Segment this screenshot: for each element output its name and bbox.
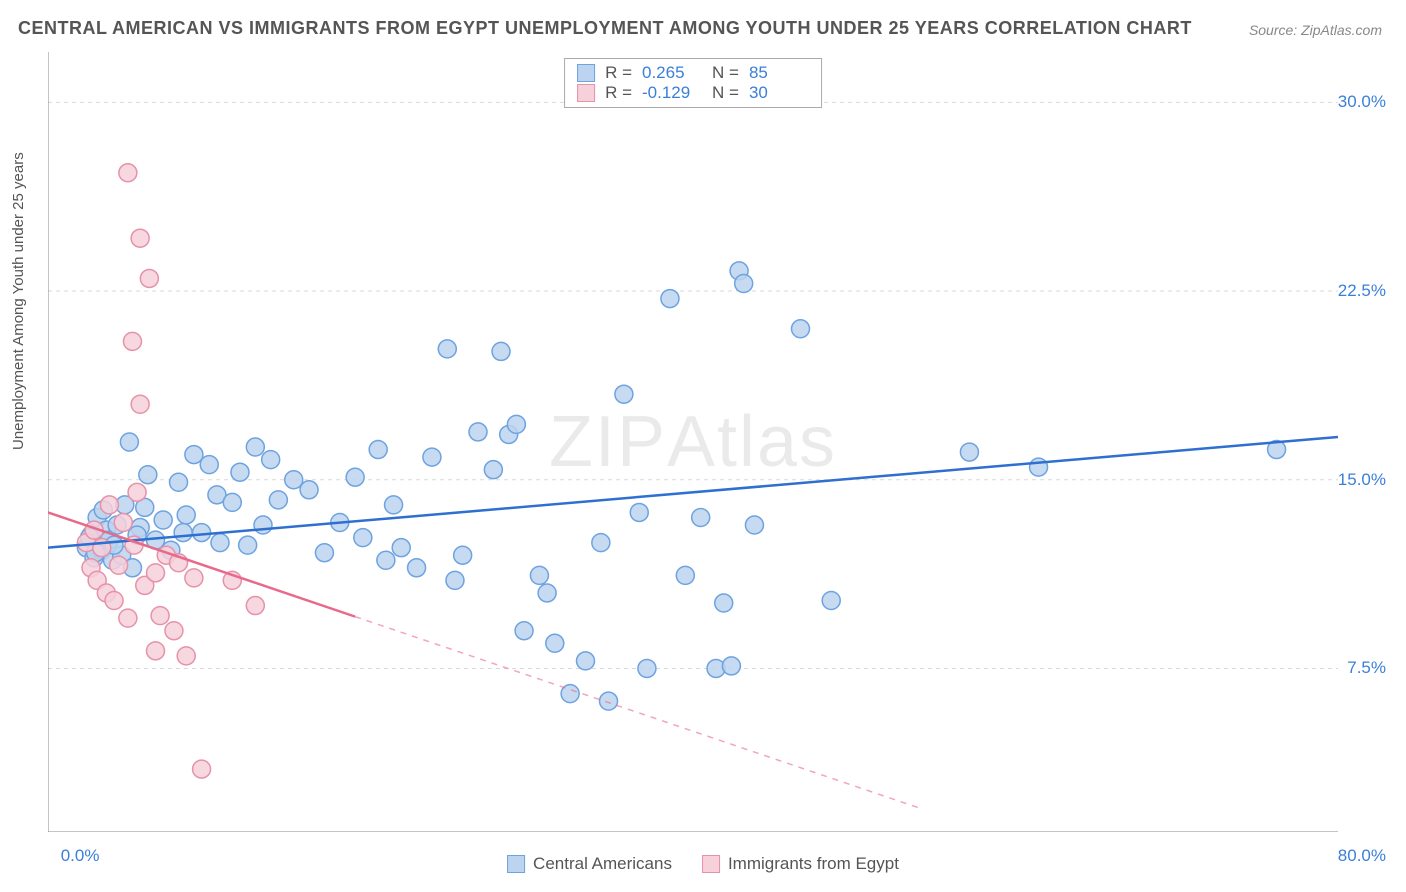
stats-n-value: 85 <box>749 63 809 83</box>
stats-r-value: -0.129 <box>642 83 702 103</box>
chart-title: CENTRAL AMERICAN VS IMMIGRANTS FROM EGYP… <box>18 18 1192 39</box>
y-tick-label: 7.5% <box>1347 658 1386 678</box>
y-tick-label: 22.5% <box>1338 281 1386 301</box>
legend-item: Central Americans <box>507 854 672 874</box>
stats-swatch <box>577 84 595 102</box>
bottom-legend: Central Americans Immigrants from Egypt <box>507 854 899 874</box>
chart-plot-area: ZIPAtlas R =0.265N =85R =-0.129N =30 <box>48 52 1338 832</box>
stats-row: R = 0.265 N = 85 <box>577 63 809 83</box>
stats-swatch <box>577 64 595 82</box>
legend-swatch <box>702 855 720 873</box>
stats-n-value: 30 <box>749 83 809 103</box>
x-tick-label: 80.0% <box>1338 846 1386 866</box>
legend-label: Immigrants from Egypt <box>728 854 899 874</box>
source-label: Source: ZipAtlas.com <box>1249 22 1382 38</box>
y-axis-label: Unemployment Among Youth under 25 years <box>10 152 27 450</box>
stats-box: R = 0.265 N = 85 R = -0.129 N = 30 <box>564 58 822 108</box>
stats-row: R = -0.129 N = 30 <box>577 83 809 103</box>
stats-r-label: R = <box>605 63 632 83</box>
stats-r-value: 0.265 <box>642 63 702 83</box>
stats-n-label: N = <box>712 63 739 83</box>
stats-n-label: N = <box>712 83 739 103</box>
legend-swatch <box>507 855 525 873</box>
legend-item: Immigrants from Egypt <box>702 854 899 874</box>
x-tick-label: 0.0% <box>61 846 100 866</box>
scatter-chart-svg <box>48 52 1338 832</box>
stats-r-label: R = <box>605 83 632 103</box>
y-tick-label: 30.0% <box>1338 92 1386 112</box>
y-tick-label: 15.0% <box>1338 470 1386 490</box>
legend-label: Central Americans <box>533 854 672 874</box>
